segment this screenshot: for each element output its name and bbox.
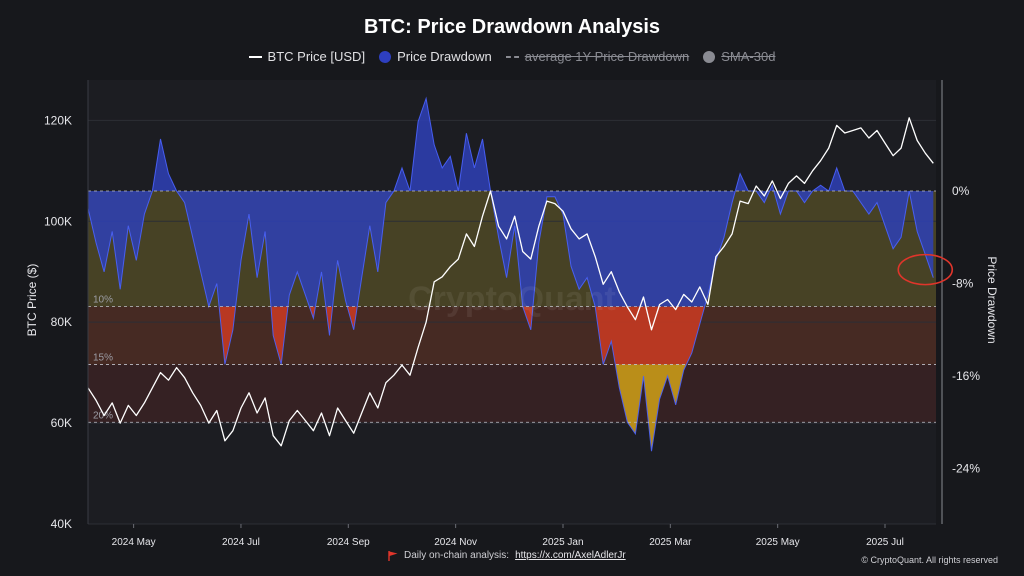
x-tick-label: 2024 Sep bbox=[327, 537, 370, 548]
x-tick-label: 2025 Jan bbox=[542, 537, 583, 548]
left-tick-label: 40K bbox=[51, 517, 72, 531]
left-tick-label: 80K bbox=[51, 315, 72, 329]
annotation-circle bbox=[897, 253, 954, 286]
x-tick-label: 2025 Jul bbox=[866, 537, 904, 548]
legend-item-sma-30d[interactable]: SMA-30d bbox=[703, 49, 775, 64]
dot-swatch-icon bbox=[379, 50, 392, 63]
left-tick-label: 120K bbox=[44, 113, 72, 127]
left-axis-label: BTC Price ($) bbox=[25, 264, 39, 337]
legend-label: average 1Y Price Drawdown bbox=[524, 49, 690, 64]
legend-item-price-drawdown[interactable]: Price Drawdown bbox=[379, 49, 492, 64]
drawdown-area-mid bbox=[219, 306, 705, 365]
footer-note: Daily on-chain analysis: https://x.com/A… bbox=[388, 550, 626, 561]
x-tick-label: 2024 Nov bbox=[434, 537, 477, 548]
drawdown-area-shallow bbox=[88, 98, 934, 307]
x-tick-label: 2025 May bbox=[756, 537, 800, 548]
right-tick-label: -8% bbox=[952, 277, 974, 291]
drawdown-area-deep bbox=[615, 364, 687, 452]
left-tick-label: 60K bbox=[51, 416, 72, 430]
zone-band bbox=[88, 364, 936, 423]
dot-swatch-icon bbox=[703, 50, 716, 63]
right-tick-label: -24% bbox=[952, 462, 980, 476]
legend: BTC Price [USD] Price Drawdown average 1… bbox=[0, 49, 1024, 64]
line-swatch-icon bbox=[248, 55, 262, 58]
legend-label: Price Drawdown bbox=[397, 49, 492, 64]
right-tick-label: 0% bbox=[952, 184, 970, 198]
flag-icon bbox=[388, 550, 398, 561]
legend-item-average-drawdown[interactable]: average 1Y Price Drawdown bbox=[505, 49, 690, 64]
footer-link[interactable]: https://x.com/AxelAdlerJr bbox=[515, 550, 626, 561]
zone-label: 10% bbox=[93, 295, 113, 306]
x-tick-label: 2024 Jul bbox=[222, 537, 260, 548]
chart-title: BTC: Price Drawdown Analysis bbox=[364, 16, 660, 38]
legend-item-btc-price[interactable]: BTC Price [USD] bbox=[248, 49, 366, 64]
x-tick-label: 2024 May bbox=[112, 537, 156, 548]
legend-label: BTC Price [USD] bbox=[267, 49, 366, 64]
x-tick-label: 2025 Mar bbox=[649, 537, 692, 548]
btc-price-line bbox=[87, 117, 934, 447]
legend-label: SMA-30d bbox=[721, 49, 776, 64]
dash-swatch-icon bbox=[505, 55, 519, 58]
footer-note-text: Daily on-chain analysis: bbox=[404, 550, 510, 561]
watermark: CryptoQuant bbox=[408, 280, 616, 318]
left-tick-label: 100K bbox=[44, 214, 72, 228]
right-axis-label: Price Drawdown bbox=[985, 256, 999, 343]
zone-label: 15% bbox=[93, 352, 113, 363]
right-tick-label: -16% bbox=[952, 369, 980, 383]
zone-label: 20% bbox=[93, 410, 113, 421]
copyright: © CryptoQuant. All rights reserved bbox=[861, 555, 998, 565]
